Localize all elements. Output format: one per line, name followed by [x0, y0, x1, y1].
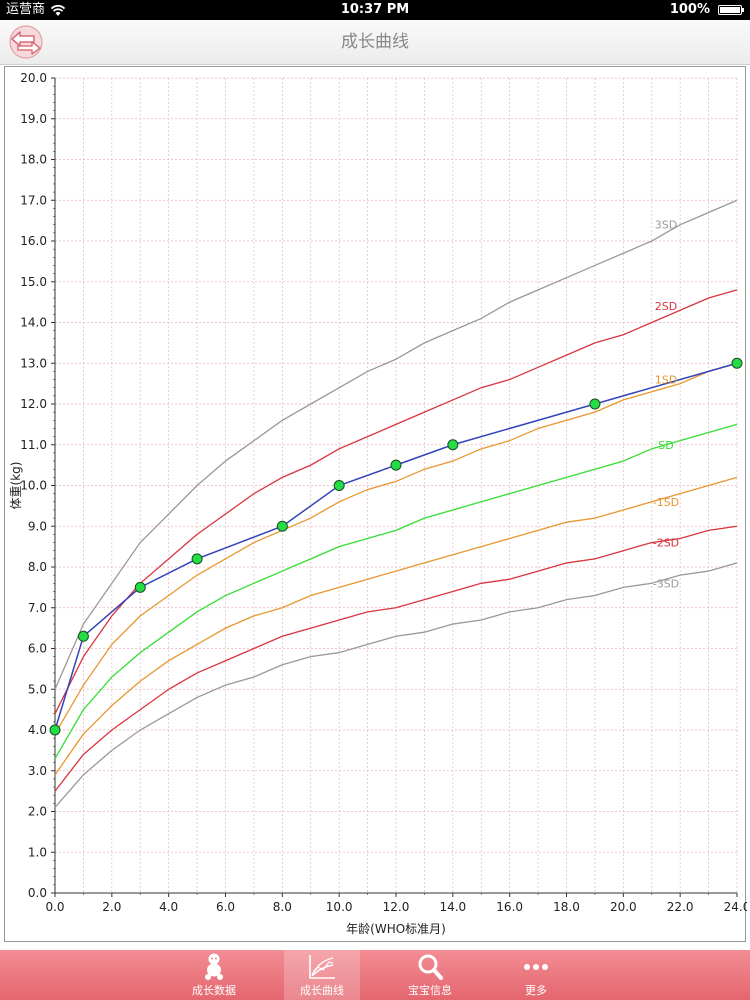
child-weight-point: [134, 581, 146, 593]
y-tick-label: 18.0: [20, 153, 47, 167]
child-weight-point: [276, 520, 288, 532]
tab-label: 更多: [525, 984, 547, 997]
series-label: 2SD: [655, 300, 677, 313]
clock-label: 10:37 PM: [340, 2, 410, 17]
series-line--3SD: [54, 562, 738, 808]
y-tick-label: 3.0: [28, 764, 47, 778]
y-tick-label: 6.0: [28, 642, 47, 656]
chart-grid: [54, 77, 738, 894]
series-label: SD: [658, 439, 673, 452]
x-tick-label: 24.0: [724, 900, 747, 914]
y-tick-label: 5.0: [28, 682, 47, 696]
y-tick-label: 8.0: [28, 560, 47, 574]
tab-growth-data[interactable]: 成长数据: [176, 950, 252, 1000]
battery-label: 100%: [669, 2, 710, 17]
series-line--2SD: [54, 525, 738, 792]
series-label: 1SD: [655, 374, 677, 387]
y-tick-label: 9.0: [28, 519, 47, 533]
baby-icon: [205, 953, 223, 980]
chart-series: [54, 199, 738, 808]
y-axis-title: 体重(kg): [9, 462, 23, 510]
y-tick-label: 16.0: [20, 234, 47, 248]
child-weight-line: [54, 362, 738, 731]
tab-growth-curve[interactable]: 成长曲线: [284, 950, 360, 1000]
tab-label: 成长曲线: [300, 984, 344, 997]
x-tick-label: 0.0: [45, 900, 64, 914]
growth-chart-icon: [309, 955, 335, 979]
child-weight-point: [731, 357, 743, 369]
y-tick-label: 14.0: [20, 316, 47, 330]
x-tick-label: 6.0: [216, 900, 235, 914]
y-tick-label: 17.0: [20, 193, 47, 207]
chart-labels: 3SD 2SD 1SD SD -1SD -2SD -3SD: [653, 219, 679, 591]
y-tick-label: 7.0: [28, 601, 47, 615]
search-icon: [418, 954, 443, 980]
series-label: -2SD: [653, 537, 679, 550]
x-tick-label: 18.0: [553, 900, 580, 914]
series-label: -1SD: [653, 496, 679, 509]
x-tick-label: 10.0: [326, 900, 353, 914]
y-tick-label: 0.0: [28, 886, 47, 900]
tab-bar: 成长数据 成长曲线 宝宝信息 更多: [0, 950, 750, 1000]
x-tick-label: 8.0: [273, 900, 292, 914]
child-weight-series: [49, 357, 743, 736]
tab-baby-info[interactable]: 宝宝信息: [392, 950, 468, 1000]
page-title: 成长曲线: [341, 32, 409, 52]
x-tick-label: 12.0: [383, 900, 410, 914]
series-line-SD: [54, 423, 738, 759]
back-arrow-icon: [9, 25, 43, 59]
child-weight-point: [49, 724, 61, 736]
child-weight-point: [191, 553, 203, 565]
back-button[interactable]: [6, 24, 46, 60]
carrier-label: 运营商: [6, 2, 46, 17]
more-dots-icon: [524, 964, 548, 970]
series-label: -3SD: [653, 577, 679, 590]
y-tick-label: 19.0: [20, 112, 47, 126]
growth-chart: 0.0 1.0 2.0 3.0 4.0 5.0 6.0 7.0 8.0 9.0 10.0 11.0 12…: [4, 66, 747, 942]
series-line--1SD: [54, 476, 738, 776]
series-line-1SD: [54, 362, 738, 735]
series-line-3SD: [54, 199, 738, 690]
series-label: 3SD: [655, 219, 677, 232]
child-weight-point: [77, 630, 89, 642]
child-weight-point: [390, 459, 402, 471]
y-tick-label: 1.0: [28, 845, 47, 859]
child-weight-point: [333, 480, 345, 491]
x-tick-label: 2.0: [102, 900, 121, 914]
y-tick-label: 13.0: [20, 356, 47, 370]
x-tick-label: 14.0: [439, 900, 466, 914]
x-axis-title: 年龄(WHO标准月): [346, 922, 446, 936]
tab-label: 成长数据: [192, 984, 236, 997]
wifi-icon: [50, 4, 66, 16]
y-tick-label: 10.0: [20, 479, 47, 493]
child-weight-point: [589, 398, 601, 410]
y-tick-label: 2.0: [28, 805, 47, 819]
y-tick-label: 15.0: [20, 275, 47, 289]
series-line-2SD: [54, 289, 738, 714]
y-tick-label: 11.0: [20, 438, 47, 452]
navigation-bar: 成长曲线: [0, 20, 750, 65]
tab-label: 宝宝信息: [408, 984, 452, 997]
child-weight-point: [447, 439, 459, 451]
y-tick-label: 4.0: [28, 723, 47, 737]
tab-more[interactable]: 更多: [498, 950, 574, 1000]
chart-axes: 0.0 1.0 2.0 3.0 4.0 5.0 6.0 7.0 8.0 9.0 10.0 11.0 12…: [9, 71, 747, 936]
status-bar: 运营商 10:37 PM 100%: [0, 0, 750, 20]
y-tick-label: 20.0: [20, 71, 47, 85]
x-tick-label: 22.0: [667, 900, 694, 914]
x-tick-label: 20.0: [610, 900, 637, 914]
chart-canvas: 0.0 1.0 2.0 3.0 4.0 5.0 6.0 7.0 8.0 9.0 10.0 11.0 12…: [9, 71, 747, 936]
x-tick-label: 16.0: [496, 900, 523, 914]
y-tick-label: 12.0: [20, 397, 47, 411]
x-tick-label: 4.0: [159, 900, 178, 914]
battery-icon: [718, 5, 744, 15]
